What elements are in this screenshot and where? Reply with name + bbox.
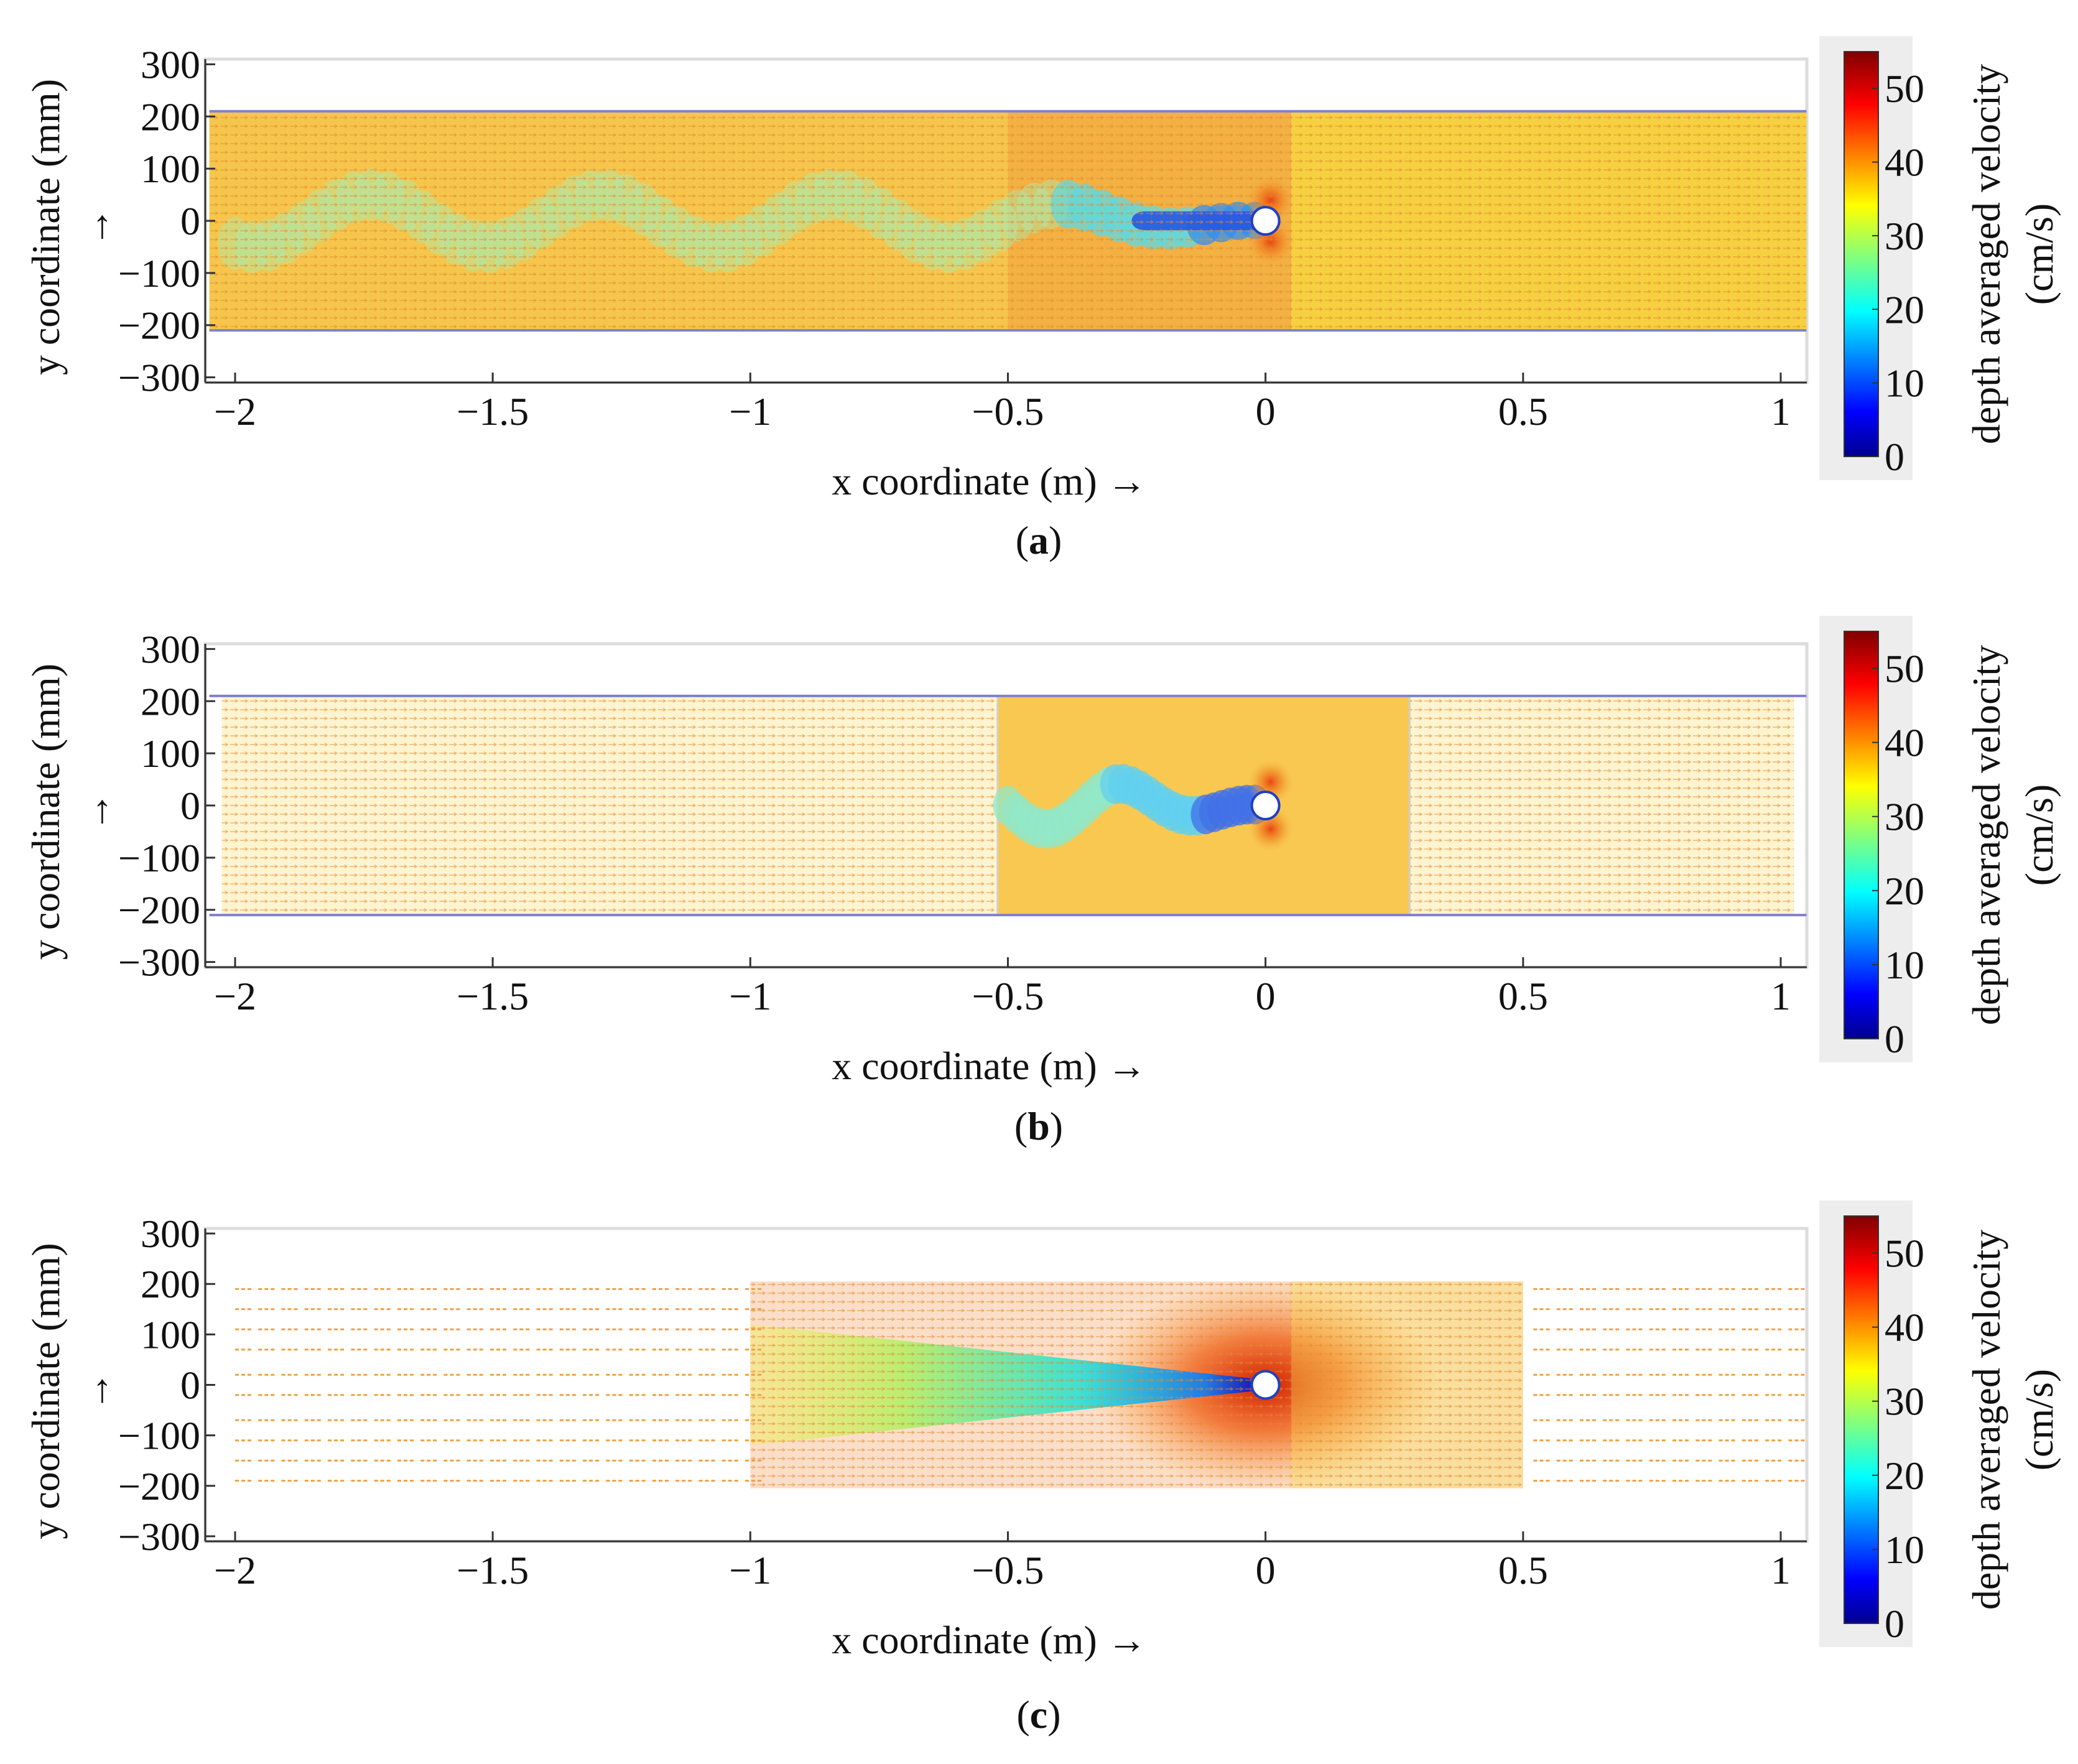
y-tick-label: −100 <box>118 1414 200 1458</box>
colorbar-unit: (cm/s) <box>2017 784 2061 886</box>
x-tick-label: −1.5 <box>457 974 529 1018</box>
panel-label-open: ( <box>1016 518 1029 562</box>
panel-label-letter: a <box>1029 518 1049 562</box>
y-axis-label: y coordinate (mm) <box>24 1243 68 1539</box>
colorbar-tick-label: 0 <box>1885 1602 1904 1646</box>
x-tick-label: 0.5 <box>1498 974 1548 1018</box>
panel-label: (a) <box>1016 518 1062 562</box>
x-tick-label: −1.5 <box>457 1548 529 1592</box>
x-tick-label: 0 <box>1256 1548 1276 1592</box>
panel-label: (b) <box>1014 1104 1063 1148</box>
colorbar-tick-label: 10 <box>1885 361 1924 406</box>
panel-label-close: ) <box>1049 518 1062 562</box>
panel-label-close: ) <box>1050 1104 1063 1148</box>
colorbar-tick-label: 30 <box>1885 1380 1924 1424</box>
colorbar <box>1844 1215 1879 1624</box>
y-tick-label: 0 <box>180 1363 200 1408</box>
colorbar-tick-label: 50 <box>1885 1232 1924 1276</box>
y-tick-label: 100 <box>141 147 200 191</box>
x-tick-label: −2 <box>214 389 256 434</box>
colorbar-tick-label: 10 <box>1885 943 1924 987</box>
x-tick-label: 1 <box>1771 974 1791 1018</box>
x-tick-label: 0 <box>1256 974 1276 1018</box>
y-tick-label: 100 <box>141 1312 200 1357</box>
colorbar-tick-label: 40 <box>1885 1306 1924 1350</box>
x-tick-label: −2 <box>214 974 256 1018</box>
y-tick-label: 200 <box>141 679 200 723</box>
y-axis-label: y coordinate (mm) <box>24 664 68 960</box>
y-tick-label: −300 <box>118 356 200 400</box>
colorbar-label: depth averaged velocity <box>1964 645 2008 1025</box>
colorbar <box>1844 51 1879 457</box>
y-axis-arrow: → <box>73 792 118 832</box>
colorbar-tick-label: 20 <box>1885 287 1924 332</box>
y-tick-label: 0 <box>180 784 200 828</box>
colorbar-tick-label: 20 <box>1885 869 1924 913</box>
colorbar-tick-label: 40 <box>1885 721 1924 765</box>
y-tick-label: 300 <box>141 627 200 671</box>
panel-label-letter: c <box>1030 1692 1047 1737</box>
colorbar <box>1844 631 1879 1039</box>
colorbar-tick-label: 40 <box>1885 141 1924 185</box>
panel-b: −2 −1.5 −1 −0.5 0 0.5 13002001000−100−200−300x… <box>24 616 2061 1148</box>
y-axis-label: y coordinate (mm) <box>24 79 68 375</box>
y-tick-label: 200 <box>141 95 200 139</box>
colorbar-label: depth averaged velocity <box>1964 64 2008 444</box>
x-tick-label: 0 <box>1256 389 1276 434</box>
colorbar-tick-label: 30 <box>1885 795 1924 839</box>
y-tick-label: 200 <box>141 1262 200 1306</box>
x-tick-label: −1.5 <box>457 389 529 434</box>
cylinder <box>1250 791 1281 820</box>
colorbar-unit: (cm/s) <box>2017 1369 2061 1471</box>
colorbar-tick-label: 0 <box>1885 1017 1904 1061</box>
y-tick-label: 300 <box>141 42 200 86</box>
x-tick-label: −1 <box>729 389 771 434</box>
y-tick-label: 100 <box>141 731 200 776</box>
x-tick-label: 0.5 <box>1498 1548 1548 1592</box>
vector-arrows <box>209 111 1807 331</box>
y-tick-label: −100 <box>118 251 200 295</box>
colorbar-tick-label: 50 <box>1885 67 1924 111</box>
colorbar-label: depth averaged velocity <box>1964 1230 2008 1610</box>
y-tick-label: −200 <box>118 1464 200 1508</box>
vector-arrows <box>750 1281 1523 1488</box>
x-tick-label: 0.5 <box>1498 389 1548 434</box>
x-tick-label: 1 <box>1771 1548 1791 1592</box>
x-axis-label: x coordinate (m) → <box>832 459 1147 503</box>
panel-label-letter: b <box>1027 1104 1050 1148</box>
colorbar-tick-label: 20 <box>1885 1454 1924 1498</box>
x-tick-label: −1 <box>729 974 771 1018</box>
y-axis-arrow: → <box>73 1372 118 1411</box>
x-tick-label: −0.5 <box>972 974 1044 1018</box>
x-tick-label: −0.5 <box>972 1548 1044 1592</box>
y-tick-label: −200 <box>118 888 200 932</box>
colorbar-tick-label: 50 <box>1885 647 1924 691</box>
panel-a: −2 −1.5 −1 −0.5 0 0.5 13002001000−100−200−300x… <box>24 36 2061 562</box>
colorbar-tick-label: 0 <box>1885 435 1904 479</box>
y-tick-label: −200 <box>118 304 200 348</box>
x-tick-label: −2 <box>214 1548 256 1592</box>
y-axis-arrow: → <box>73 207 118 247</box>
panel-label: (c) <box>1016 1692 1060 1737</box>
cylinder <box>1250 1370 1281 1400</box>
colorbar-tick-label: 30 <box>1885 214 1924 258</box>
panel-c: −2 −1.5 −1 −0.5 0 0.5 13002001000−100−200−300x… <box>24 1200 2061 1737</box>
y-tick-label: −100 <box>118 836 200 880</box>
panel-label-open: ( <box>1014 1104 1027 1148</box>
colorbar-unit: (cm/s) <box>2017 203 2061 305</box>
x-axis-label: x coordinate (m) → <box>832 1044 1147 1088</box>
y-tick-label: 300 <box>141 1212 200 1256</box>
y-tick-label: 0 <box>180 199 200 243</box>
x-tick-label: 1 <box>1771 389 1791 434</box>
x-tick-label: −1 <box>729 1548 771 1592</box>
x-axis-label: x coordinate (m) → <box>832 1618 1147 1662</box>
cylinder <box>1250 206 1281 236</box>
panel-label-open: ( <box>1016 1692 1029 1737</box>
panel-label-close: ) <box>1047 1692 1060 1737</box>
x-tick-label: −0.5 <box>972 389 1044 434</box>
y-tick-label: −300 <box>118 1515 200 1559</box>
y-tick-label: −300 <box>118 940 200 985</box>
colorbar-tick-label: 10 <box>1885 1528 1924 1572</box>
